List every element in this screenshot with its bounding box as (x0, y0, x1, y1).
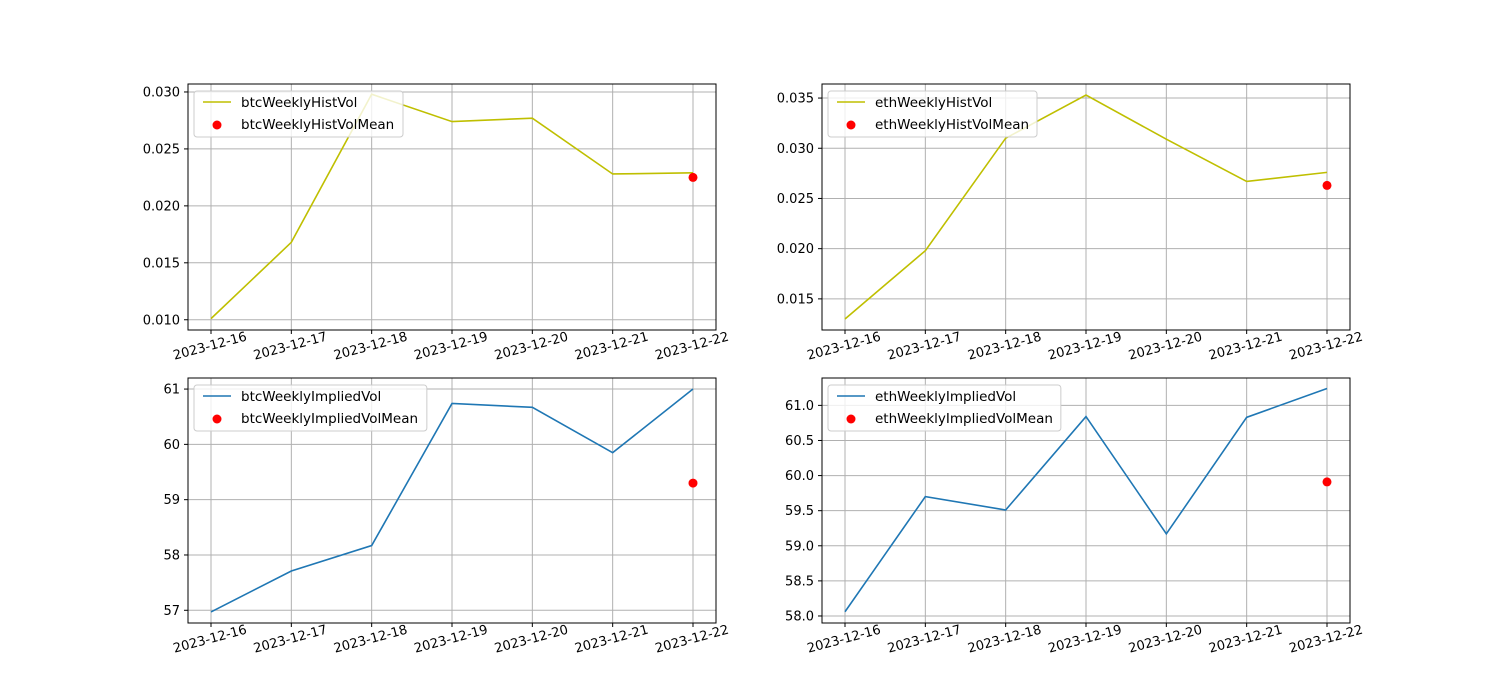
y-tick-label: 0.030 (143, 85, 180, 100)
legend-label-series: btcWeeklyImpliedVol (241, 389, 381, 405)
x-tick-label: 2023-12-19 (413, 330, 490, 364)
y-tick-label: 60.0 (785, 469, 814, 484)
x-tick-label: 2023-12-20 (1127, 330, 1204, 364)
x-tick-label: 2023-12-17 (252, 330, 329, 364)
chart-btc-implied: 57 58 59 60 61 2023-12-16 2023-12-17 2023-12-18… (163, 377, 731, 657)
mean-point-btcWeeklyImpliedVolMean (688, 478, 698, 488)
x-tick-label: 2023-12-21 (573, 623, 650, 657)
x-tick-label: 2023-12-22 (654, 330, 731, 364)
legend-label-series: btcWeeklyHistVol (241, 95, 357, 111)
legend-frame (827, 384, 1062, 432)
x-tick-label: 2023-12-16 (172, 330, 249, 364)
x-tick-label: 2023-12-20 (493, 623, 570, 657)
mean-point-btcWeeklyHistVolMean (688, 172, 698, 182)
legend-marker-swatch (846, 414, 856, 424)
x-tick-label: 2023-12-22 (1288, 330, 1365, 364)
x-tick-label: 2023-12-19 (1047, 330, 1124, 364)
x-tick-label: 2023-12-22 (1288, 623, 1365, 657)
x-tick-label: 2023-12-19 (413, 623, 490, 657)
legend-marker-swatch (846, 120, 856, 130)
legend: btcWeeklyImpliedVol btcWeeklyImpliedVolMe… (193, 384, 428, 432)
x-tick-label: 2023-12-20 (1127, 623, 1204, 657)
legend-frame (193, 384, 428, 432)
y-tick-label: 58 (163, 548, 180, 563)
x-tick-label: 2023-12-20 (493, 330, 570, 364)
x-tick-label: 2023-12-17 (886, 330, 963, 364)
x-tick-label: 2023-12-18 (966, 330, 1043, 364)
series-line-btcWeeklyImpliedVol (210, 388, 694, 613)
y-tick-label: 57 (163, 604, 180, 619)
legend-frame (827, 90, 1038, 138)
legend-label-mean: btcWeeklyHistVolMean (241, 117, 394, 133)
legend: ethWeeklyImpliedVol ethWeeklyImpliedVolMe… (827, 384, 1062, 432)
x-tick-label: 2023-12-21 (1207, 623, 1284, 657)
x-tick-label: 2023-12-18 (966, 623, 1043, 657)
y-tick-label: 61.0 (785, 399, 814, 414)
y-tick-label: 0.025 (777, 192, 814, 207)
legend-frame (193, 90, 404, 138)
y-tick-label: 59.5 (785, 504, 814, 519)
legend-label-series: ethWeeklyImpliedVol (875, 389, 1016, 405)
mean-point-ethWeeklyHistVolMean (1322, 180, 1332, 190)
x-tick-label: 2023-12-16 (806, 330, 883, 364)
y-tick-label: 0.020 (777, 242, 814, 257)
y-tick-label: 60 (163, 438, 180, 453)
y-tick-label: 58.0 (785, 609, 814, 624)
y-tick-label: 0.030 (777, 142, 814, 157)
x-tick-label: 2023-12-18 (332, 330, 409, 364)
x-tick-label: 2023-12-16 (172, 623, 249, 657)
legend: ethWeeklyHistVol ethWeeklyHistVolMean (827, 90, 1038, 138)
x-tick-label: 2023-12-21 (573, 330, 650, 364)
y-tick-label: 0.015 (143, 256, 180, 271)
mean-point-ethWeeklyImpliedVolMean (1322, 477, 1332, 487)
series-line-btcWeeklyHistVol (210, 93, 694, 320)
series-line-ethWeeklyHistVol (844, 94, 1328, 320)
series-line-ethWeeklyImpliedVol (844, 387, 1328, 613)
x-tick-label: 2023-12-19 (1047, 623, 1124, 657)
y-tick-label: 0.010 (143, 313, 180, 328)
y-tick-label: 0.035 (777, 92, 814, 107)
x-tick-label: 2023-12-18 (332, 623, 409, 657)
y-tick-label: 59.0 (785, 539, 814, 554)
x-tick-label: 2023-12-16 (806, 623, 883, 657)
legend-label-mean: btcWeeklyImpliedVolMean (241, 411, 418, 427)
legend-label-series: ethWeeklyHistVol (875, 95, 992, 111)
y-tick-label: 0.015 (777, 292, 814, 307)
legend-marker-swatch (212, 414, 222, 424)
legend: btcWeeklyHistVol btcWeeklyHistVolMean (193, 90, 404, 138)
x-tick-label: 2023-12-17 (886, 623, 963, 657)
legend-marker-swatch (212, 120, 222, 130)
y-tick-label: 59 (163, 493, 180, 508)
legend-label-mean: ethWeeklyHistVolMean (875, 117, 1029, 133)
y-tick-label: 58.5 (785, 574, 814, 589)
y-tick-label: 60.5 (785, 434, 814, 449)
y-tick-label: 0.025 (143, 142, 180, 157)
legend-label-mean: ethWeeklyImpliedVolMean (875, 411, 1053, 427)
x-tick-label: 2023-12-17 (252, 623, 329, 657)
x-tick-label: 2023-12-21 (1207, 330, 1284, 364)
x-tick-label: 2023-12-22 (654, 623, 731, 657)
y-tick-label: 0.020 (143, 199, 180, 214)
y-tick-label: 61 (163, 383, 180, 398)
